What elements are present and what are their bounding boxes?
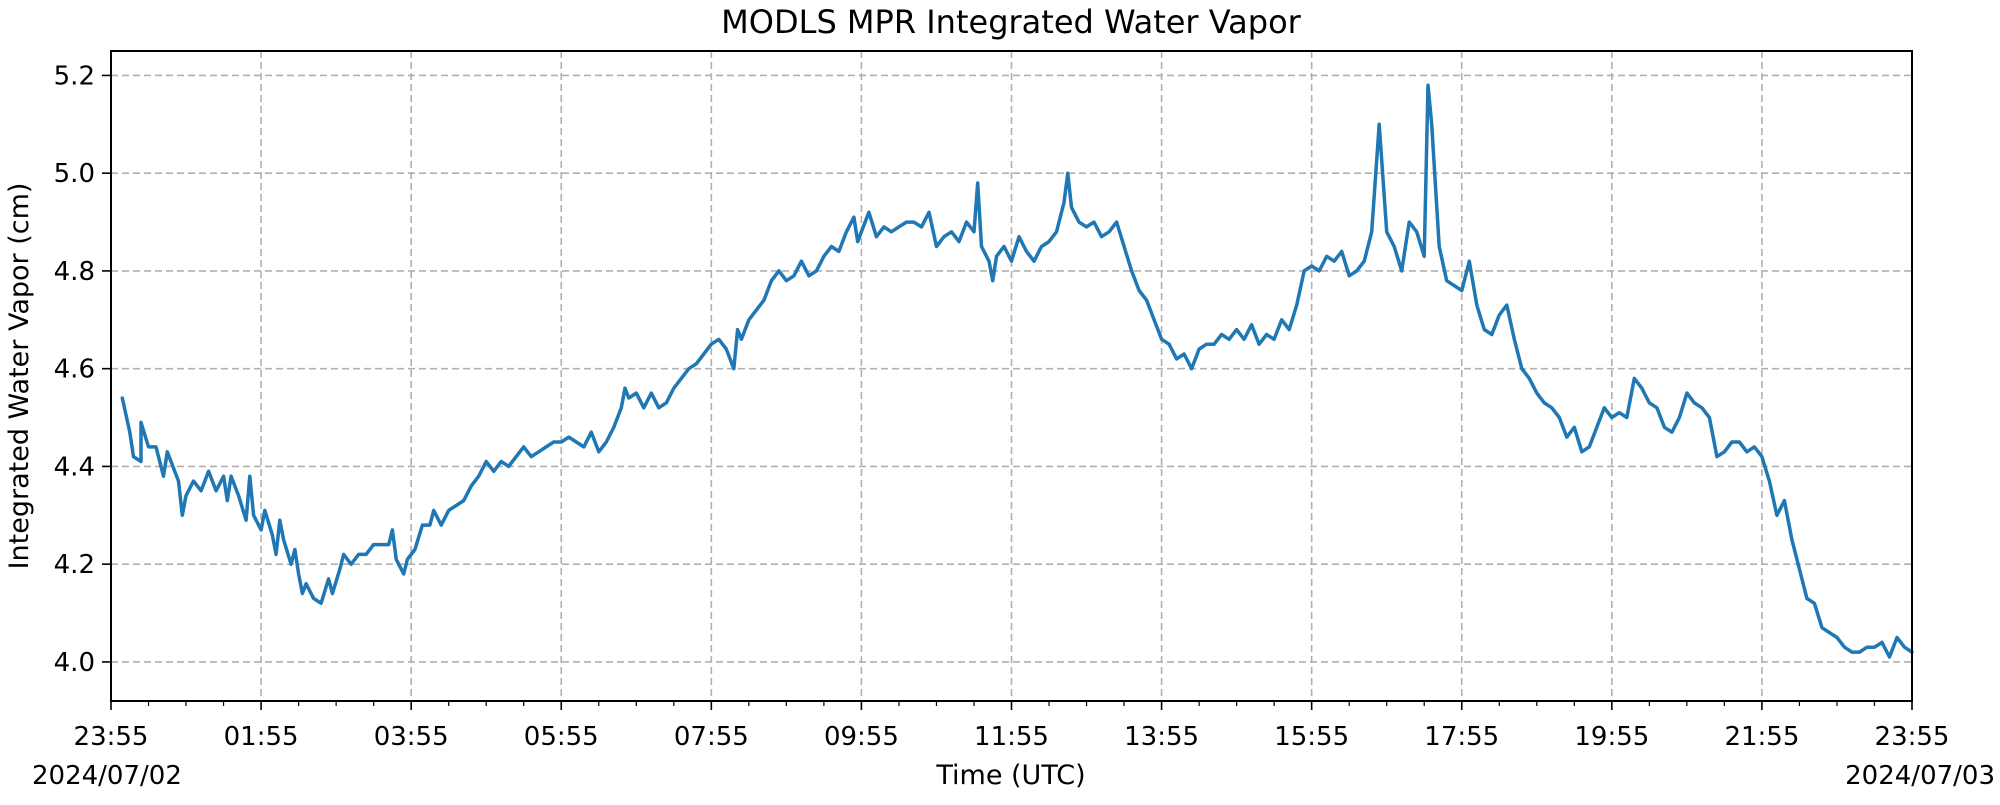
x-tick-label: 09:55: [824, 722, 899, 752]
x-tick-label: 07:55: [674, 722, 749, 752]
chart-title: MODLS MPR Integrated Water Vapor: [721, 3, 1301, 41]
x-tick-label: 19:55: [1574, 722, 1649, 752]
x-tick-label: 21:55: [1724, 722, 1799, 752]
x-tick-label: 17:55: [1424, 722, 1499, 752]
x-tick-label: 13:55: [1124, 722, 1199, 752]
x-axis-ticks: 23:55 01:55 03:55 05:55 07:55 09:55 11:55 13:55…: [74, 701, 1950, 752]
y-tick-label: 4.8: [54, 257, 95, 287]
grid: [111, 51, 1912, 701]
x-tick-label: 03:55: [374, 722, 449, 752]
x-axis-label: Time (UTC): [935, 760, 1085, 791]
series-layer: [120, 83, 1914, 659]
y-tick-label: 4.0: [54, 648, 95, 678]
y-axis-ticks: 4.0 4.2 4.4 4.6 4.8 5.0 5.2: [54, 61, 111, 678]
x-tick-label: 01:55: [224, 722, 299, 752]
x-tick-label: 15:55: [1274, 722, 1349, 752]
x-tick-label: 23:55: [1875, 722, 1950, 752]
y-tick-label: 4.4: [54, 452, 95, 482]
y-tick-label: 5.0: [54, 159, 95, 189]
y-tick-label: 4.6: [54, 355, 95, 385]
x-tick-label: 05:55: [524, 722, 599, 752]
y-tick-label: 5.2: [54, 61, 95, 91]
start-date-label: 2024/07/02: [32, 761, 182, 791]
end-date-label: 2024/07/03: [1845, 761, 1995, 791]
x-tick-label: 11:55: [974, 722, 1049, 752]
x-tick-label: 23:55: [74, 722, 149, 752]
y-tick-label: 4.2: [54, 550, 95, 580]
series-line: [120, 83, 1914, 659]
y-axis-label: Integrated Water Vapor (cm): [4, 183, 35, 570]
